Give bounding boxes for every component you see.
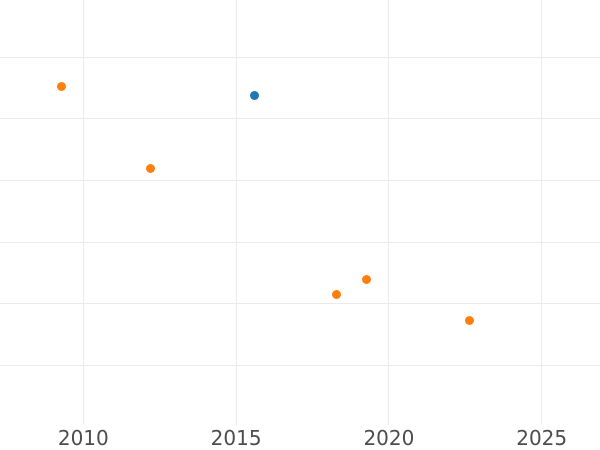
gridline-horizontal (0, 303, 600, 304)
gridline-horizontal (0, 179, 600, 181)
x-tick-label: 2025 (516, 425, 568, 450)
data-point-orange-series (464, 315, 474, 325)
gridline-vertical (541, 0, 543, 425)
data-point-blue-series (249, 90, 259, 100)
x-axis: 2010 2015 2020 2025 (0, 425, 600, 450)
gridline-horizontal (0, 241, 600, 243)
x-tick-label: 2010 (57, 425, 109, 450)
gridline-vertical (82, 0, 84, 425)
gridline-horizontal (0, 118, 600, 119)
plot-area (0, 0, 600, 425)
gridline-vertical (388, 0, 390, 425)
gridline-horizontal (0, 364, 600, 366)
data-point-orange-series (56, 81, 66, 91)
data-point-orange-series (145, 163, 155, 173)
gridline-horizontal (0, 56, 600, 58)
gridline-vertical (235, 0, 237, 425)
data-point-orange-series (331, 290, 341, 299)
x-tick-label: 2020 (363, 425, 415, 450)
x-tick-label: 2015 (210, 425, 262, 450)
data-point-orange-series (362, 274, 371, 284)
